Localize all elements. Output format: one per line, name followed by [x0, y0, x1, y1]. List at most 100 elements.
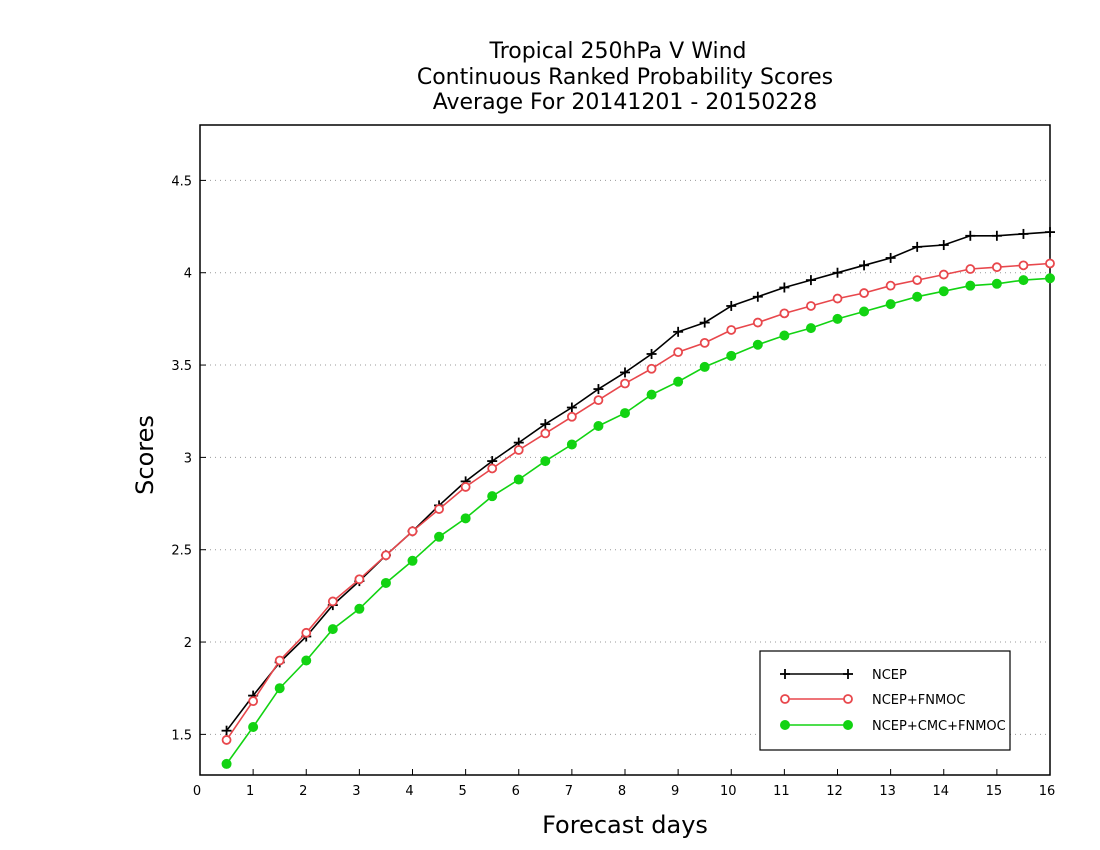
x-axis-ticks: 0 1 2 3 4 5 6 7 8 9 10 11 12 13 14 15 16 [193, 769, 1055, 799]
legend-marker-start-1 [780, 694, 790, 704]
series-0-point-17 [673, 326, 684, 337]
series-1-point-22 [806, 301, 816, 311]
series-1-point-30 [1018, 260, 1029, 271]
y-tick-label-2: 2.5 [171, 544, 192, 559]
y-tick-label-3: 3 [184, 451, 192, 466]
y-tick-label-6: 4.5 [171, 174, 192, 189]
series-1-point-7 [407, 526, 418, 537]
series-1-point-10 [487, 463, 498, 474]
series-2-point-27 [938, 286, 949, 297]
legend-marker-start-2 [780, 720, 790, 730]
x-tick-label-4: 4 [405, 784, 413, 799]
x-tick-label-7: 7 [565, 784, 573, 799]
series-2-point-4 [327, 624, 338, 635]
series-0-point-14 [593, 384, 604, 395]
series-1-point-4 [327, 596, 338, 607]
series-1-point-25 [885, 280, 896, 291]
series-1-point-13 [566, 411, 577, 422]
series-2-point-0 [221, 758, 232, 769]
legend-marker-start-0 [780, 669, 790, 679]
series-1-point-0 [221, 735, 232, 745]
series-2-point-1 [248, 721, 259, 732]
series-2-point-13 [566, 439, 577, 450]
series-2-point-24 [859, 306, 870, 317]
series-2-point-9 [460, 513, 471, 524]
series-2-point-16 [646, 389, 657, 400]
legend-box [759, 650, 1011, 751]
series-0-point-26 [912, 241, 923, 252]
legend-entry-1: NCEP+FNMOC [780, 693, 965, 708]
series-2-point-2 [274, 683, 285, 694]
y-tick-label-1: 2 [184, 636, 192, 651]
series-2-point-26 [912, 291, 923, 302]
series-0-point-16 [646, 348, 657, 359]
legend-label-1: NCEP+FNMOC [872, 693, 965, 708]
series-2-point-25 [885, 299, 896, 310]
series-2-point-20 [752, 339, 763, 350]
series-2-point-3 [301, 655, 312, 666]
series-2-point-6 [380, 577, 391, 588]
series-2-point-21 [779, 330, 790, 341]
legend: NCEP NCEP+FNMOC NCEP+CMC+FNMOC [759, 650, 1011, 751]
series-1-point-11 [513, 445, 524, 455]
series [221, 227, 1055, 769]
series-2-point-23 [832, 313, 843, 324]
y-tick-label-5: 4 [184, 267, 192, 282]
gridlines [200, 179, 1050, 735]
x-tick-label-1: 1 [246, 784, 254, 799]
x-tick-label-0: 0 [193, 784, 201, 799]
series-1-point-9 [460, 482, 471, 492]
series-2-point-15 [620, 408, 630, 419]
series-2-point-17 [673, 376, 684, 387]
series-1-point-17 [673, 347, 684, 358]
series-line-0 [225, 231, 1051, 732]
series-2-point-22 [805, 323, 816, 334]
series-0-point-12 [540, 419, 551, 430]
x-tick-label-8: 8 [618, 784, 626, 799]
series-2-point-19 [726, 350, 737, 361]
series-0-point-28 [965, 230, 976, 241]
series-0-point-20 [752, 291, 763, 302]
series-1-point-24 [859, 288, 869, 298]
series-1-point-23 [832, 293, 843, 304]
series-2-point-28 [965, 280, 976, 291]
legend-entry-0: NCEP [780, 668, 907, 683]
x-tick-label-11: 11 [773, 784, 790, 799]
chart-title-line-3: Average For 20141201 - 20150228 [433, 90, 818, 115]
x-tick-label-14: 14 [932, 784, 949, 799]
series-0-point-19 [726, 300, 737, 311]
series-0-point-15 [620, 367, 630, 378]
series-0-point-23 [832, 267, 843, 278]
series-0-point-22 [805, 275, 816, 286]
y-tick-label-0: 1.5 [171, 728, 192, 743]
chart-title: Tropical 250hPa V Wind Continuous Ranked… [417, 39, 833, 115]
x-tick-label-2: 2 [299, 784, 307, 799]
series-1-point-31 [1045, 258, 1055, 269]
series-2-point-29 [991, 278, 1002, 289]
series-1-point-21 [779, 308, 790, 319]
series-0-point-31 [1045, 227, 1055, 238]
x-axis-label: Forecast days [542, 811, 708, 839]
series-0-point-18 [699, 317, 710, 328]
legend-label-2: NCEP+CMC+FNMOC [872, 719, 1006, 734]
series-0-point-25 [885, 252, 896, 263]
series-2-point-12 [540, 456, 551, 467]
series-1-point-28 [965, 264, 976, 274]
series-0-point-0 [221, 725, 232, 736]
series-1-point-1 [248, 696, 259, 707]
series-1-point-15 [620, 378, 630, 389]
series-2 [221, 273, 1055, 769]
series-0-point-30 [1018, 228, 1029, 239]
series-0-point-21 [779, 282, 790, 293]
series-1-point-27 [938, 269, 949, 280]
series-0-point-27 [938, 240, 949, 251]
series-1-point-29 [991, 262, 1002, 273]
chart-title-line-2: Continuous Ranked Probability Scores [417, 65, 833, 90]
series-2-point-18 [699, 361, 710, 372]
series-0-point-29 [991, 230, 1002, 241]
legend-marker-end-2 [843, 720, 853, 730]
series-1-point-12 [540, 428, 551, 439]
x-tick-label-12: 12 [826, 784, 843, 799]
y-tick-label-4: 3.5 [171, 359, 192, 374]
